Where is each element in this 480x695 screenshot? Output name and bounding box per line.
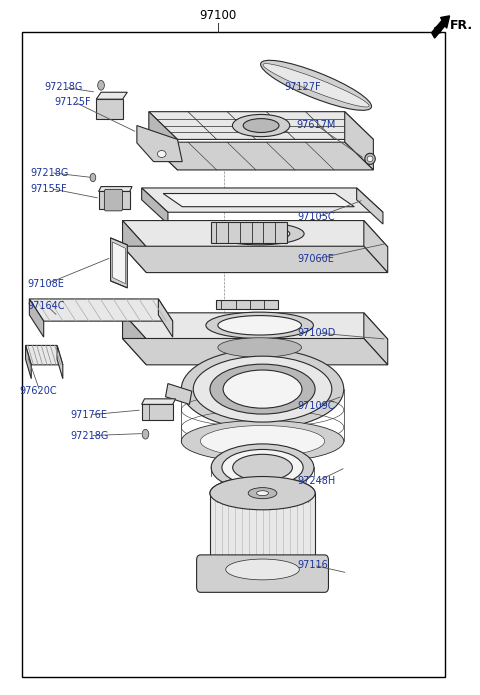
- Polygon shape: [364, 220, 388, 272]
- Polygon shape: [29, 299, 173, 321]
- FancyArrow shape: [432, 16, 450, 38]
- Polygon shape: [216, 300, 278, 309]
- Ellipse shape: [256, 491, 268, 496]
- Text: 97109D: 97109D: [297, 328, 336, 338]
- Polygon shape: [142, 404, 173, 420]
- Ellipse shape: [228, 226, 290, 241]
- Polygon shape: [122, 220, 388, 247]
- Ellipse shape: [210, 477, 315, 510]
- Polygon shape: [122, 338, 388, 365]
- Text: 97105C: 97105C: [297, 212, 335, 222]
- Polygon shape: [96, 92, 127, 99]
- Text: 97164C: 97164C: [27, 301, 64, 311]
- Ellipse shape: [218, 338, 301, 357]
- Ellipse shape: [193, 356, 332, 422]
- Text: 97108E: 97108E: [27, 279, 64, 288]
- Polygon shape: [96, 99, 122, 119]
- Ellipse shape: [261, 60, 372, 111]
- Text: 97218G: 97218G: [70, 431, 108, 441]
- Ellipse shape: [213, 222, 304, 245]
- Text: 97620C: 97620C: [20, 386, 58, 396]
- Ellipse shape: [233, 455, 292, 481]
- Ellipse shape: [181, 349, 344, 429]
- Polygon shape: [29, 299, 44, 337]
- Polygon shape: [149, 112, 373, 140]
- Ellipse shape: [211, 444, 314, 491]
- Polygon shape: [142, 188, 168, 224]
- Ellipse shape: [210, 364, 315, 414]
- Polygon shape: [149, 112, 178, 170]
- Text: 97155F: 97155F: [31, 183, 67, 194]
- Circle shape: [98, 81, 104, 90]
- Polygon shape: [57, 345, 63, 379]
- Ellipse shape: [206, 312, 313, 338]
- Text: 97116: 97116: [297, 560, 328, 571]
- Text: 97218G: 97218G: [31, 167, 69, 178]
- Polygon shape: [122, 246, 388, 272]
- Ellipse shape: [243, 119, 279, 133]
- Polygon shape: [142, 188, 383, 212]
- FancyBboxPatch shape: [104, 189, 122, 211]
- Polygon shape: [25, 345, 63, 365]
- Polygon shape: [99, 186, 132, 191]
- Ellipse shape: [201, 425, 324, 457]
- Polygon shape: [149, 142, 373, 170]
- Polygon shape: [110, 238, 127, 288]
- Text: 97127F: 97127F: [284, 82, 321, 92]
- Polygon shape: [357, 188, 383, 224]
- Ellipse shape: [263, 64, 369, 107]
- Text: 97176E: 97176E: [70, 410, 107, 420]
- Ellipse shape: [365, 154, 375, 165]
- Circle shape: [90, 174, 96, 181]
- Ellipse shape: [222, 450, 303, 486]
- Ellipse shape: [248, 488, 277, 499]
- Polygon shape: [122, 313, 146, 365]
- Polygon shape: [210, 493, 315, 566]
- Circle shape: [142, 430, 149, 439]
- Ellipse shape: [157, 151, 166, 158]
- Text: 97248H: 97248H: [297, 476, 335, 486]
- Polygon shape: [122, 220, 146, 272]
- Polygon shape: [137, 126, 182, 162]
- Ellipse shape: [218, 316, 301, 335]
- Polygon shape: [211, 222, 288, 243]
- Text: 97100: 97100: [200, 8, 237, 22]
- Text: FR.: FR.: [450, 19, 473, 32]
- Text: 97060E: 97060E: [297, 254, 334, 263]
- Polygon shape: [122, 313, 388, 339]
- FancyBboxPatch shape: [197, 555, 328, 592]
- Text: 97125F: 97125F: [54, 97, 91, 107]
- Ellipse shape: [210, 477, 315, 510]
- Polygon shape: [345, 112, 373, 170]
- Ellipse shape: [226, 559, 300, 580]
- Ellipse shape: [367, 156, 373, 162]
- Polygon shape: [163, 193, 354, 206]
- Polygon shape: [99, 191, 130, 208]
- Text: 97109C: 97109C: [297, 401, 335, 411]
- Polygon shape: [112, 242, 125, 284]
- Text: 97218G: 97218G: [45, 83, 83, 92]
- Polygon shape: [166, 384, 192, 404]
- Ellipse shape: [232, 115, 290, 137]
- Polygon shape: [25, 345, 31, 379]
- Polygon shape: [364, 313, 388, 365]
- Polygon shape: [158, 299, 173, 337]
- Ellipse shape: [223, 370, 302, 408]
- Polygon shape: [142, 399, 176, 404]
- Text: 97617M: 97617M: [296, 120, 336, 130]
- Ellipse shape: [181, 420, 344, 462]
